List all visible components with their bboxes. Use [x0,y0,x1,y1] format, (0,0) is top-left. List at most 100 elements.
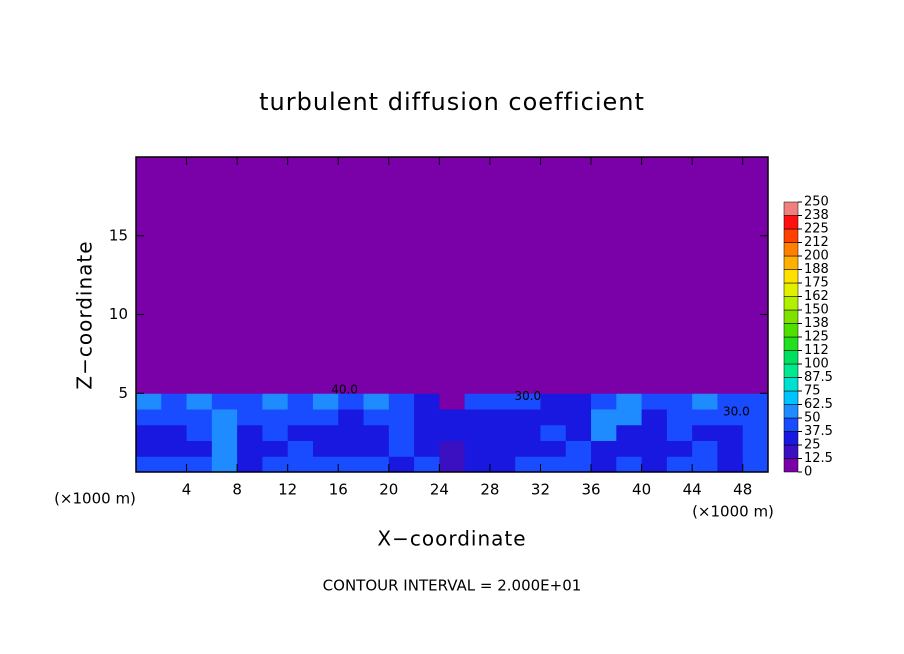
field-cell [287,424,314,441]
field-cell [641,424,668,441]
field-cell [363,440,390,457]
field-cell [515,440,541,457]
field-cell [692,424,718,441]
field-cell [717,393,744,410]
field-cell [262,424,289,441]
field-cell [641,393,668,410]
colorbar-label: 100 [804,357,829,372]
field-cell [540,157,567,378]
colorbar-swatch [783,377,799,392]
field-cell [237,440,263,457]
colorbar-label: 87.5 [804,370,833,385]
field-cell [186,424,213,441]
field-cell [439,440,466,457]
field-cell [262,393,289,410]
field-cell [439,456,466,473]
field-cell [338,424,365,441]
field-cell [692,456,718,473]
field-cell [464,393,491,410]
field-cell [641,409,668,426]
field-cell [742,440,769,457]
field [136,157,769,473]
field-cell [414,440,440,457]
colorbar-label: 62.5 [804,397,833,412]
field-cell [211,393,238,410]
colorbar-swatch [783,309,799,324]
x-tick-label: 20 [379,481,398,499]
field-cell [287,393,314,410]
field-cell [161,409,188,426]
field-cell [439,409,466,426]
field-cell [237,456,263,473]
colorbar-swatch [783,363,799,378]
field-cell [742,377,769,394]
x-unit: (×1000 m) [692,503,774,521]
field-cell [312,377,339,394]
field-cell [565,456,592,473]
field-cell [489,440,516,457]
colorbar-swatch [783,390,799,405]
field-cell [363,424,390,441]
field-cell [591,157,617,378]
field-cell [742,409,769,426]
field-cell [641,456,668,473]
field-cell [312,393,339,410]
field-cell [414,393,440,410]
field-cell [186,409,213,426]
field-cell [515,409,541,426]
colorbar-swatch [783,458,799,473]
field-cell [717,456,744,473]
field-cell [439,157,466,378]
y-axis-label: Z−coordinate [73,240,97,389]
field-cell [287,409,314,426]
colorbar-swatch [783,404,799,419]
field-cell [388,377,415,394]
field-cell [692,377,718,394]
y-unit: (×1000 m) [54,490,136,508]
field-cell [464,409,491,426]
field-cell [641,440,668,457]
field-cell [692,393,718,410]
colorbar-label: 75 [804,384,821,399]
field-cell [489,157,516,378]
field-cell [464,377,491,394]
field-cell [186,440,213,457]
colorbar-label: 250 [804,195,829,210]
field-cell [186,377,213,394]
field-cell [312,456,339,473]
field-cell [211,424,238,441]
field-cell [287,440,314,457]
field-cell [262,456,289,473]
field-cell [237,409,263,426]
x-tick-label: 4 [182,481,192,499]
colorbar-label: 37.5 [804,424,833,439]
field-cell [717,377,744,394]
field-cell [363,409,390,426]
field-cell [717,409,744,426]
field-cell [616,409,643,426]
field-cell [489,377,516,394]
field-cell [540,456,567,473]
field-cell [186,157,213,378]
colorbar-swatch [783,431,799,446]
x-tick-label: 44 [683,481,702,499]
field-cell [591,409,617,426]
field-cell [540,424,567,441]
field-cell [616,393,643,410]
field-cell [161,456,188,473]
field-cell [262,377,289,394]
colorbar-swatch [783,417,799,432]
field-cell [388,440,415,457]
field-cell [388,157,415,378]
field-cell [616,377,643,394]
field-cell [161,440,188,457]
colorbar-swatch [783,296,799,311]
field-cell [136,409,162,426]
field-cell [641,157,668,378]
field-cell [262,157,289,378]
colorbar-label: 112 [804,343,829,358]
field-cell [464,456,491,473]
field-cell [692,440,718,457]
field-cell [666,377,693,394]
field-cell [211,456,238,473]
